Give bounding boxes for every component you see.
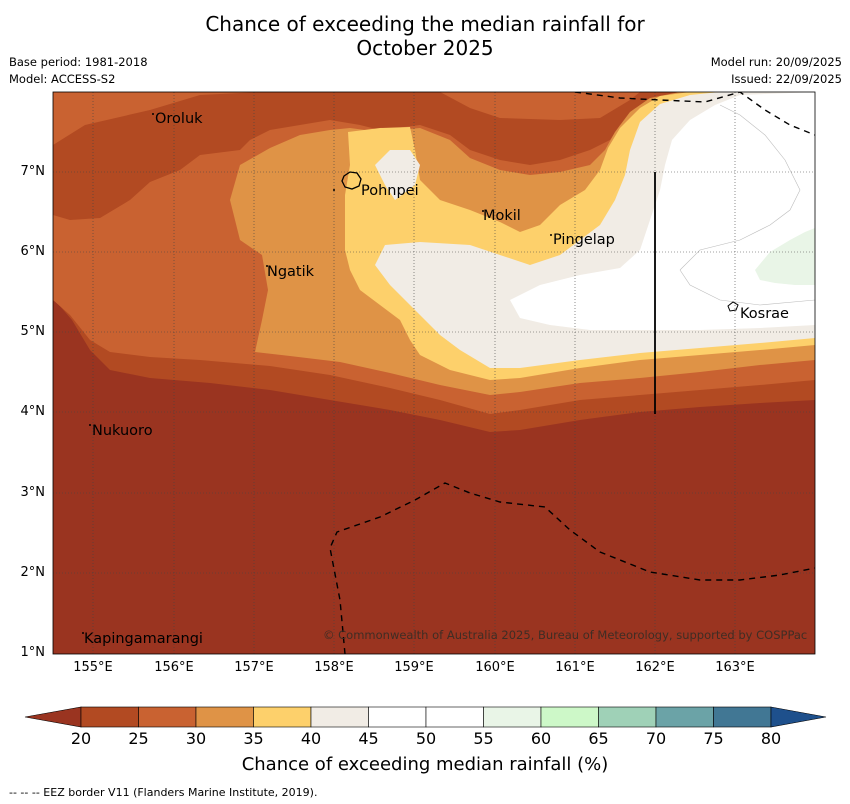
cb-25-30 — [138, 706, 197, 728]
colorbar-low-extend — [24, 706, 82, 728]
band-55-60 — [755, 228, 815, 285]
model-name: Model: ACCESS-S2 — [9, 72, 116, 86]
base-period: Base period: 1981-2018 — [9, 55, 148, 69]
eez-border — [329, 92, 815, 654]
lat-label: 7°N — [20, 164, 46, 179]
cb-30-35 — [195, 706, 254, 728]
cb-75-80 — [713, 706, 772, 728]
place-label-ngatik: Ngatik — [267, 264, 315, 280]
cb-70-75 — [655, 706, 714, 728]
place-label-pohnpei: Pohnpei — [361, 183, 419, 199]
colorbar-label: Chance of exceeding median rainfall (%) — [241, 754, 609, 775]
place-label-oroluk: Oroluk — [155, 111, 203, 127]
colorbar-tick: 65 — [588, 729, 609, 748]
place-label-kosrae: Kosrae — [740, 306, 789, 322]
place-label-pingelap: Pingelap — [553, 232, 615, 248]
colorbar-tick: 60 — [530, 729, 552, 748]
colorbar-tick: 30 — [185, 729, 207, 748]
model-run: Model run: 20/09/2025 — [710, 55, 842, 69]
lon-label: 157°E — [234, 660, 274, 675]
colorbar-tick: 55 — [473, 729, 494, 748]
colorbar-high-extend — [770, 706, 827, 728]
pohnpei-island-outline — [341, 171, 362, 190]
lon-label: 158°E — [314, 660, 354, 675]
cb-35-40 — [253, 706, 312, 728]
lon-label: 159°E — [394, 660, 434, 675]
copyright-notice: © Commonwealth of Australia 2025, Bureau… — [323, 628, 808, 642]
lon-label: 161°E — [555, 660, 595, 675]
colorbar-tick: 40 — [300, 729, 322, 748]
lat-label: 2°N — [20, 565, 46, 580]
lon-label: 156°E — [154, 660, 194, 675]
lon-label: 162°E — [635, 660, 675, 675]
lat-label: 6°N — [20, 244, 46, 259]
place-label-nukuoro: Nukuoro — [92, 423, 153, 439]
kosrae-island-outline — [727, 301, 739, 312]
lon-label: 155°E — [73, 660, 113, 675]
cb-65-70 — [598, 706, 657, 728]
title-line-1: Chance of exceeding the median rainfall … — [205, 12, 645, 36]
lat-label: 3°N — [20, 485, 46, 500]
colorbar-tick: 80 — [760, 729, 782, 748]
lat-label: 1°N — [20, 645, 46, 660]
colorbar-tick: 75 — [703, 729, 724, 748]
cb-40-45 — [310, 706, 369, 728]
map-title: Chance of exceeding the median rainfall … — [0, 12, 850, 60]
cb-55-60 — [483, 706, 542, 728]
colorbar-tick: 70 — [645, 729, 667, 748]
colorbar-tick: 20 — [70, 729, 92, 748]
issued-date: Issued: 22/09/2025 — [731, 72, 842, 86]
lat-label: 4°N — [20, 404, 46, 419]
place-label-kapingamarangi: Kapingamarangi — [84, 631, 203, 647]
lon-label: 160°E — [475, 660, 515, 675]
colorbar-tick: 45 — [358, 729, 379, 748]
colorbar-tick: 35 — [243, 729, 264, 748]
colorbar-tick: 25 — [128, 729, 149, 748]
colorbar — [24, 706, 827, 728]
cb-20-25 — [80, 706, 139, 728]
place-label-mokil: Mokil — [483, 208, 521, 224]
colorbar-tick: 50 — [415, 729, 437, 748]
meta-left: Base period: 1981-2018 Model: ACCESS-S2 — [9, 54, 148, 88]
cb-45-50 — [368, 706, 427, 728]
title-line-2: October 2025 — [356, 36, 494, 60]
lat-label: 5°N — [20, 324, 46, 339]
lon-label: 163°E — [715, 660, 755, 675]
cb-50-55 — [425, 706, 484, 728]
band-45-55 — [510, 92, 815, 330]
cb-60-65 — [540, 706, 599, 728]
eez-footnote: -- -- -- EEZ border V11 (Flanders Marine… — [9, 786, 318, 799]
meta-right: Model run: 20/09/2025 Issued: 22/09/2025 — [711, 54, 842, 88]
